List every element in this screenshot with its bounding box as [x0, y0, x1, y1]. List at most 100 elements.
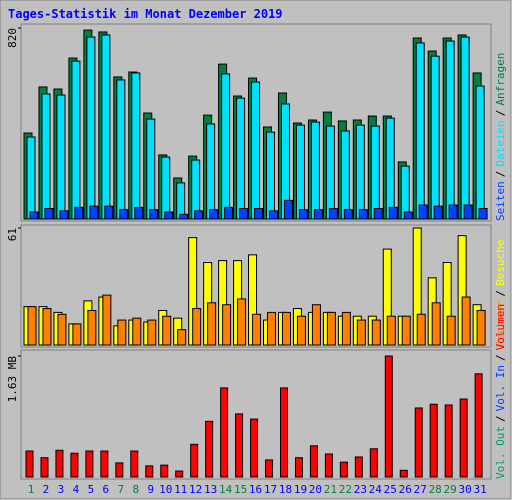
- legend-separator: /: [494, 110, 507, 117]
- bar: [131, 72, 141, 220]
- bar: [130, 450, 139, 478]
- bar: [115, 462, 124, 478]
- bar: [326, 311, 336, 346]
- bar: [56, 94, 66, 220]
- bar: [177, 329, 187, 346]
- bar: [418, 204, 428, 220]
- bar: [373, 208, 383, 220]
- bar: [369, 448, 378, 478]
- x-tick-label: 13: [204, 483, 217, 496]
- bar: [44, 208, 54, 220]
- panel-frame: [20, 349, 492, 480]
- legend-entry: Vol. Out: [494, 426, 507, 479]
- x-tick-label: 9: [147, 483, 154, 496]
- x-tick-label: 22: [339, 483, 352, 496]
- bar: [55, 449, 64, 478]
- bar: [26, 136, 36, 220]
- bar: [384, 355, 393, 478]
- bar: [42, 308, 52, 346]
- x-tick-label: 29: [444, 483, 457, 496]
- bar: [339, 461, 348, 478]
- bar: [476, 309, 486, 346]
- panel-frame: [20, 224, 492, 348]
- bar: [463, 204, 473, 220]
- bar: [190, 443, 199, 478]
- bar: [119, 209, 129, 220]
- bar: [325, 125, 335, 220]
- x-tick-label: 24: [369, 483, 383, 496]
- bar: [205, 420, 214, 478]
- bar: [430, 55, 440, 220]
- legend-entry: Anfragen: [494, 53, 507, 106]
- bar: [206, 123, 216, 220]
- bar: [239, 208, 249, 220]
- bar: [403, 211, 413, 220]
- bar: [414, 407, 423, 478]
- x-tick-label: 21: [324, 483, 337, 496]
- bar: [161, 156, 171, 220]
- x-tick-label: 30: [459, 483, 472, 496]
- bar: [340, 130, 350, 220]
- bar: [310, 121, 320, 220]
- bar: [356, 319, 366, 346]
- x-tick-label: 8: [132, 483, 139, 496]
- y-tick-label: 820: [6, 28, 19, 48]
- bar: [459, 398, 468, 478]
- bar: [252, 313, 262, 346]
- bar: [460, 36, 470, 220]
- legend-entry: Vol. In: [494, 365, 507, 411]
- bar: [59, 210, 69, 220]
- bar: [160, 464, 169, 478]
- bar: [25, 450, 34, 478]
- bar: [251, 81, 261, 220]
- bar: [385, 117, 395, 220]
- bar: [295, 124, 305, 220]
- bar: [207, 302, 217, 346]
- bar: [164, 211, 174, 220]
- bar: [72, 323, 82, 346]
- legend-separator: /: [494, 354, 507, 361]
- bar: [235, 413, 244, 478]
- legend: Seiten / Dateien / Anfragen: [494, 53, 507, 221]
- bar: [71, 60, 81, 220]
- chart-title: Tages-Statistik im Monat Dezember 2019: [8, 7, 283, 21]
- bar: [475, 85, 485, 220]
- x-tick-label: 27: [414, 483, 427, 496]
- bar: [429, 403, 438, 478]
- bar: [294, 457, 303, 478]
- bar: [85, 450, 94, 478]
- bar: [445, 40, 455, 220]
- x-tick-label: 17: [264, 483, 277, 496]
- x-tick-label: 6: [103, 483, 110, 496]
- bar: [431, 302, 441, 346]
- bar: [70, 452, 79, 478]
- bar: [41, 93, 51, 220]
- bar: [446, 315, 456, 346]
- bar: [266, 131, 276, 220]
- x-tick-label: 10: [159, 483, 172, 496]
- x-tick-label: 1: [28, 483, 35, 496]
- bar: [341, 311, 351, 346]
- bar: [343, 209, 353, 220]
- bar: [461, 296, 471, 346]
- bar: [132, 317, 142, 346]
- x-tick-label: 23: [354, 483, 367, 496]
- legend-entry: Seiten: [494, 181, 507, 221]
- bar: [328, 208, 338, 220]
- bar: [192, 308, 202, 346]
- bar: [400, 165, 410, 220]
- x-tick-label: 3: [58, 483, 65, 496]
- bar: [324, 453, 333, 478]
- bar: [236, 97, 246, 220]
- bar: [86, 36, 96, 220]
- bar: [162, 315, 172, 346]
- x-tick-label: 12: [189, 483, 202, 496]
- bar: [57, 313, 67, 346]
- bar: [267, 311, 277, 346]
- bar: [221, 73, 231, 220]
- bar: [444, 404, 453, 478]
- bar: [146, 118, 156, 220]
- panel-frame: [20, 23, 492, 222]
- legend-separator: /: [494, 415, 507, 422]
